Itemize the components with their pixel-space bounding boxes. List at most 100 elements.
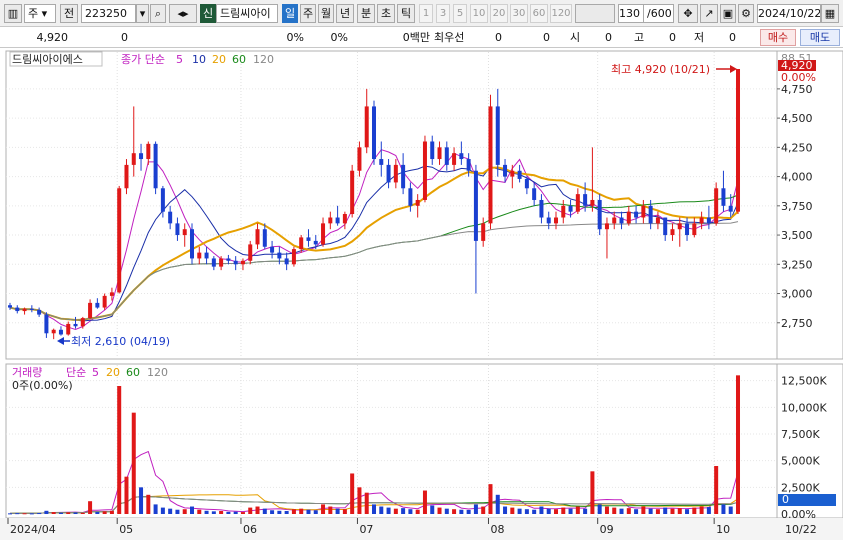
- volume-bar: [415, 509, 420, 514]
- interval-20[interactable]: 20: [490, 4, 508, 23]
- period-tab-week[interactable]: 주: [300, 4, 316, 23]
- candle-body: [248, 244, 253, 261]
- legend-name-box[interactable]: [9, 51, 103, 67]
- count-input[interactable]: 130: [618, 4, 644, 23]
- layout-icon[interactable]: ▥: [4, 4, 22, 23]
- volume-legend-ma-120: 120: [147, 366, 168, 379]
- legend-ma-60: 60: [232, 53, 246, 66]
- market-select[interactable]: 주 ▾: [24, 4, 56, 23]
- candle-body: [117, 188, 122, 293]
- candle-body: [175, 223, 180, 236]
- candle-body: [408, 188, 413, 206]
- interval-10[interactable]: 10: [470, 4, 488, 23]
- volume-bar: [146, 494, 151, 514]
- candle-body: [641, 205, 646, 218]
- gear-icon[interactable]: ⚙: [738, 4, 754, 23]
- date-input[interactable]: 2024/10/22: [757, 4, 821, 23]
- candle-body: [270, 246, 275, 253]
- volume-bar: [371, 504, 377, 514]
- volume-bar: [117, 386, 122, 514]
- candle-body: [706, 217, 711, 224]
- interval-1[interactable]: 1: [419, 4, 433, 23]
- candle-body: [648, 205, 653, 224]
- stock-name: 드림씨아이: [216, 4, 278, 23]
- save-icon[interactable]: ▣: [720, 4, 736, 23]
- candle-body: [568, 205, 573, 212]
- volume-bar: [670, 508, 675, 514]
- volume-bar: [168, 508, 173, 514]
- candle-body: [284, 258, 289, 265]
- candle-body: [335, 217, 340, 224]
- candle-body: [473, 170, 478, 241]
- volume-bar: [422, 490, 427, 514]
- candle-body: [546, 217, 551, 224]
- date-axis-label: 2024/04: [10, 523, 56, 536]
- info-price: 4,920: [36, 31, 69, 44]
- candle-body: [495, 106, 500, 165]
- volume-axis-label: 12,500K: [781, 375, 827, 388]
- current-price-tag: [778, 60, 816, 71]
- date-axis-label: 09: [600, 523, 614, 536]
- volume-bar: [524, 509, 529, 514]
- interval-3[interactable]: 3: [436, 4, 450, 23]
- candle-body: [321, 223, 326, 245]
- draw-line-icon[interactable]: ↗: [700, 4, 718, 23]
- volume-bar: [15, 513, 20, 515]
- current-volume-tag: [778, 494, 836, 506]
- volume-bar: [131, 412, 136, 514]
- sell-button[interactable]: 매도: [800, 29, 840, 46]
- period-tab-second[interactable]: 초: [377, 4, 395, 23]
- interval-120[interactable]: 120: [550, 4, 572, 23]
- volume-bar: [408, 509, 413, 514]
- period-tab-day[interactable]: 일: [282, 4, 298, 23]
- candle-body: [721, 188, 726, 206]
- interval-30[interactable]: 30: [510, 4, 528, 23]
- info-rate: 0%: [286, 31, 304, 44]
- info-change: 0: [121, 31, 128, 44]
- volume-bar: [626, 508, 631, 514]
- volume-bar: [641, 506, 646, 514]
- volume-legend-ma-60: 60: [126, 366, 140, 379]
- volume-bar: [139, 487, 144, 514]
- interval-5[interactable]: 5: [453, 4, 467, 23]
- candle-body: [29, 308, 34, 310]
- volume-axis-label: 2,500K: [781, 481, 820, 494]
- period-tab-minute[interactable]: 분: [357, 4, 375, 23]
- candle-body: [364, 106, 369, 148]
- candle-body: [88, 302, 93, 319]
- interval-custom-input[interactable]: [575, 4, 615, 23]
- candle-body: [262, 229, 267, 247]
- period-tab-year[interactable]: 년: [336, 4, 354, 23]
- search-icon[interactable]: ⌕: [150, 4, 166, 23]
- candle-body: [146, 143, 151, 160]
- volume-ma-120-line: [9, 496, 739, 514]
- candle-body: [219, 258, 224, 267]
- candle-body: [226, 258, 231, 261]
- code-dropdown-icon[interactable]: ▾: [136, 4, 149, 23]
- interval-60[interactable]: 60: [530, 4, 548, 23]
- buy-button[interactable]: 매수: [760, 29, 796, 46]
- candle-body: [131, 153, 136, 165]
- candle-body: [437, 147, 442, 160]
- candle-body: [626, 211, 631, 224]
- period-tab-month[interactable]: 월: [318, 4, 334, 23]
- crosshair-icon[interactable]: ✥: [678, 4, 698, 23]
- sound-icon[interactable]: ◂▸: [169, 4, 197, 23]
- calendar-icon[interactable]: ▦: [821, 4, 839, 23]
- volume-bar: [299, 508, 304, 514]
- period-tab-tick[interactable]: 틱: [397, 4, 415, 23]
- volume-bar: [663, 507, 668, 514]
- candle-body: [342, 214, 347, 224]
- volume-bar: [517, 508, 522, 514]
- candle-body: [561, 205, 566, 218]
- volume-bar: [342, 509, 347, 514]
- volume-bar: [546, 508, 551, 514]
- candle-body: [553, 217, 559, 224]
- stock-code-input[interactable]: 223250: [81, 4, 136, 23]
- candle-body: [102, 295, 107, 308]
- candle-body: [66, 323, 71, 335]
- volume-bar: [473, 504, 478, 514]
- volume-bar: [58, 512, 63, 514]
- period-prefix-button[interactable]: 전: [60, 4, 78, 23]
